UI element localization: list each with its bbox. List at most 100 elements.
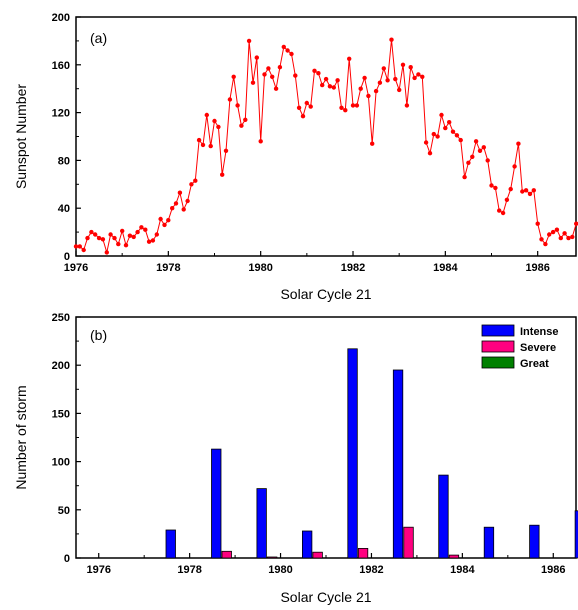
data-point (362, 75, 367, 81)
y-tick-label: 80 (58, 155, 70, 167)
data-point (381, 66, 386, 71)
data-point (270, 74, 275, 80)
data-point (193, 178, 198, 183)
data-point (331, 85, 336, 90)
severe-bar (312, 551, 323, 559)
data-point (397, 87, 402, 93)
data-point (220, 172, 225, 177)
data-point (462, 174, 467, 180)
legend-swatch (481, 340, 515, 353)
data-point (73, 244, 79, 249)
x-tick-label: 1982 (341, 262, 365, 274)
data-point (181, 207, 186, 212)
x-tick-label: 1982 (359, 564, 383, 576)
severe-bar (221, 550, 232, 559)
data-point (212, 118, 217, 124)
data-point (308, 104, 313, 109)
data-point (447, 120, 452, 125)
data-point (550, 229, 556, 235)
y-tick-label: 100 (52, 457, 70, 469)
legend-label: Severe (520, 342, 556, 354)
y-tick-label: 50 (58, 505, 70, 517)
data-point (435, 134, 440, 139)
data-point (508, 186, 513, 192)
y-tick-label: 160 (52, 60, 70, 72)
data-point (516, 141, 521, 146)
data-point (166, 218, 171, 223)
data-point (531, 188, 536, 193)
data-point (89, 229, 94, 235)
data-point (81, 247, 86, 253)
data-point (316, 71, 321, 76)
data-point (527, 191, 533, 197)
data-point (131, 234, 136, 240)
severe-bar (448, 554, 460, 559)
data-point (154, 232, 159, 237)
legend-swatch (481, 356, 515, 369)
data-point (558, 235, 563, 241)
x-tick-label: 1980 (248, 262, 272, 274)
data-point (139, 225, 144, 230)
data-point (408, 65, 413, 70)
data-point (320, 82, 325, 88)
intense-bar (483, 526, 495, 559)
data-point (235, 103, 240, 108)
data-point (104, 250, 110, 255)
data-point (127, 233, 133, 238)
data-point (208, 143, 213, 149)
data-point (370, 141, 375, 146)
data-point (489, 183, 494, 188)
sunspot-series-line (76, 39, 578, 253)
data-point (273, 86, 279, 91)
data-point (173, 201, 179, 206)
data-point (200, 142, 206, 148)
data-point (373, 88, 379, 94)
data-point (189, 182, 194, 187)
data-point (343, 108, 348, 113)
y-tick-label: 200 (52, 12, 70, 24)
data-point (570, 234, 575, 240)
severe-bar (266, 556, 278, 559)
data-point (427, 151, 433, 156)
data-point (304, 100, 309, 106)
data-point (439, 112, 444, 118)
data-point (477, 148, 483, 153)
x-tick-label: 1978 (177, 564, 201, 576)
data-point (223, 148, 229, 153)
intense-bar (529, 524, 540, 559)
data-point (196, 137, 202, 143)
intense-bar (211, 448, 222, 559)
data-point (123, 243, 129, 248)
data-point (158, 216, 163, 222)
data-point (412, 75, 417, 81)
data-point (404, 103, 410, 108)
data-point (281, 44, 286, 50)
data-point (227, 97, 233, 102)
data-point (112, 235, 117, 241)
data-point (347, 56, 352, 61)
data-point (216, 124, 221, 130)
data-point (146, 239, 152, 244)
x-tick-label: 1984 (450, 564, 475, 576)
data-point (312, 68, 317, 74)
data-point (350, 103, 356, 108)
data-point (431, 131, 436, 137)
severe-bar (357, 548, 369, 559)
data-point (266, 66, 271, 71)
data-point (423, 140, 429, 145)
data-point (377, 80, 383, 85)
data-point (77, 244, 83, 249)
data-point (454, 133, 460, 138)
data-point (177, 190, 183, 195)
data-point (108, 232, 113, 237)
data-point (485, 158, 490, 163)
intense-bar (574, 510, 578, 559)
intense-bar (438, 474, 449, 559)
data-point (300, 114, 306, 119)
legend-swatch (481, 324, 515, 337)
legend-label: Great (520, 358, 549, 370)
data-point (416, 72, 421, 77)
data-point (135, 229, 140, 235)
data-point (327, 84, 333, 89)
data-point (358, 86, 363, 91)
